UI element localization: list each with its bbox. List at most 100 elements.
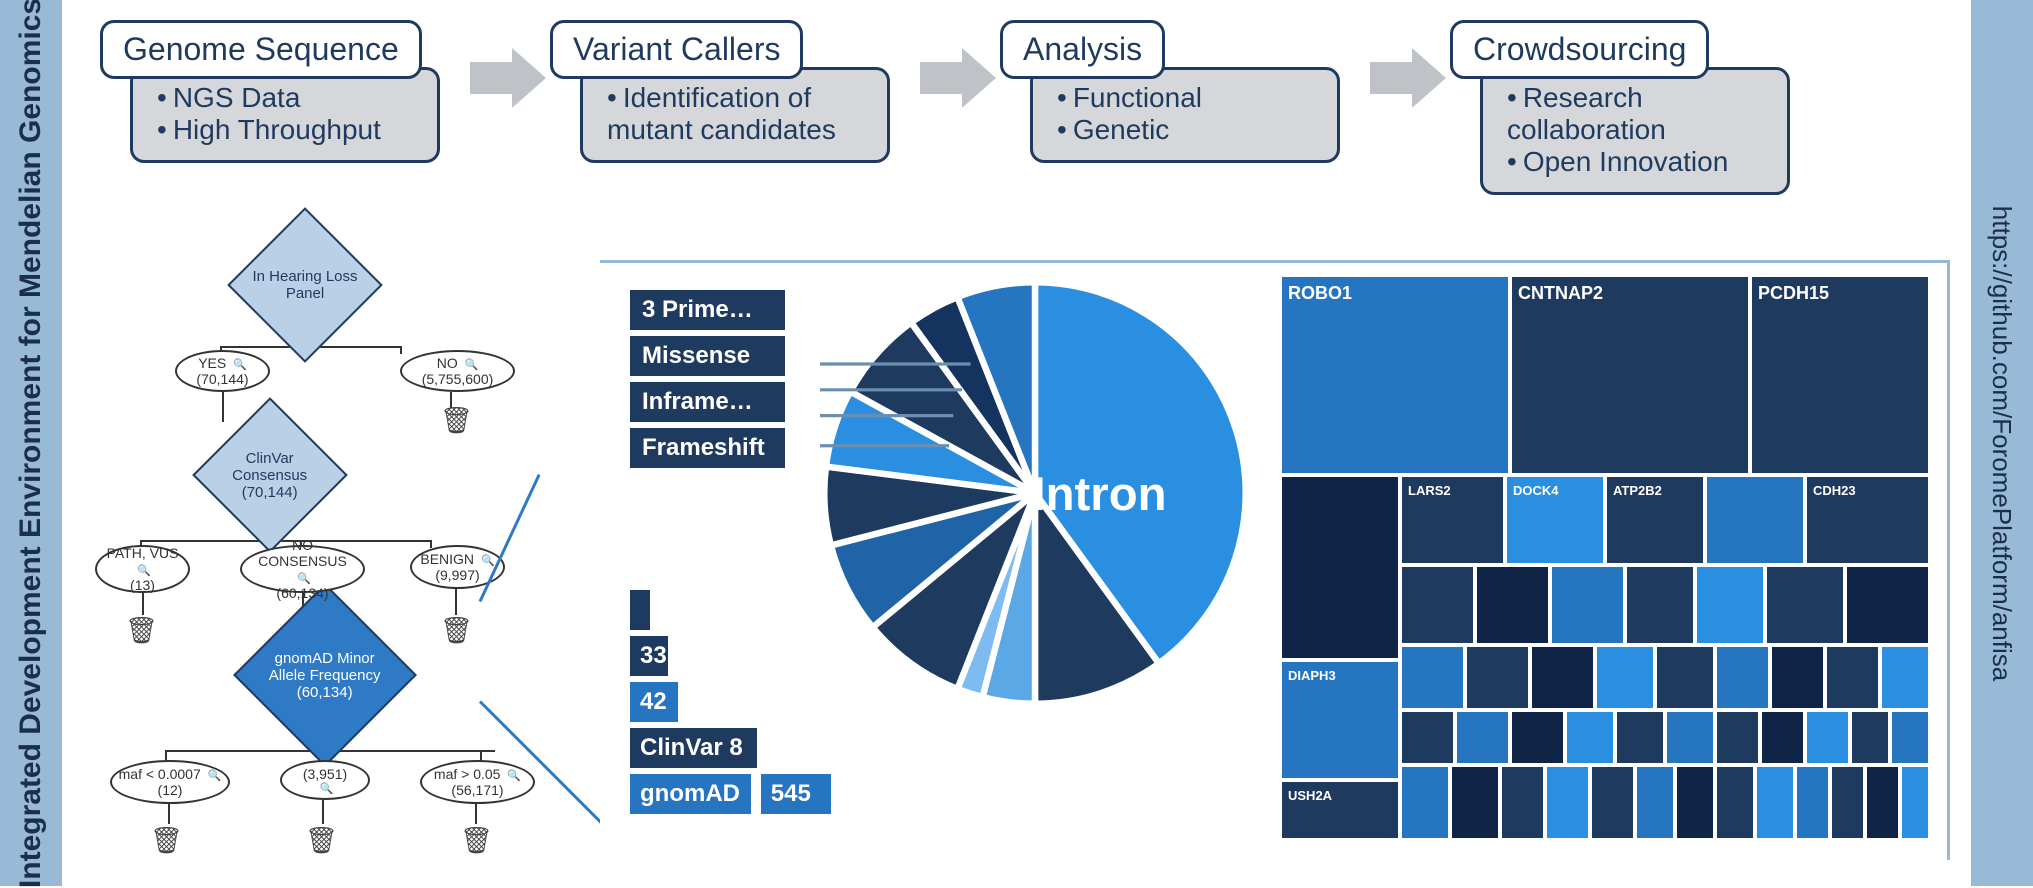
trash-icon: 🗑 <box>460 825 493 856</box>
treemap-cell <box>1805 710 1850 765</box>
treemap-cell <box>1850 710 1890 765</box>
process-arrow-icon <box>470 48 550 108</box>
pie-center-label: Intron <box>1033 468 1167 521</box>
treemap-cell <box>1590 765 1635 840</box>
flowchart-edge <box>455 589 457 615</box>
treemap-cell <box>1675 765 1715 840</box>
process-item: Functional <box>1057 82 1317 114</box>
treemap-cell <box>1400 565 1475 645</box>
process-block-3: CrowdsourcingResearch collaborationOpen … <box>1450 20 1820 195</box>
flowchart-edge <box>142 593 144 615</box>
flowchart-edge <box>168 804 170 824</box>
treemap-cell <box>1595 645 1655 710</box>
treemap-cell: LARS2 <box>1400 475 1505 565</box>
flowchart-node: maf > 0.05 🔍(56,171) <box>420 760 535 804</box>
process-sub: NGS DataHigh Throughput <box>130 67 440 163</box>
treemap-cell <box>1765 565 1845 645</box>
flowchart-edge <box>475 804 477 824</box>
sidebar-right: https://github.com/ForomePlatform/anfisa <box>1971 0 2033 886</box>
treemap-cell <box>1830 765 1865 840</box>
treemap-cell: CDH23 <box>1805 475 1930 565</box>
treemap-cell <box>1695 565 1765 645</box>
process-item: Research collaboration <box>1507 82 1767 146</box>
flowchart-diamond: gnomAD Minor Allele Frequency (60,134) <box>233 583 417 767</box>
treemap-cell <box>1280 475 1400 660</box>
process-item: NGS Data <box>157 82 417 114</box>
treemap-cell: ATP2B2 <box>1605 475 1705 565</box>
treemap-cell <box>1705 475 1805 565</box>
pie-chart: Intron <box>820 278 1250 708</box>
treemap-cell <box>1450 765 1500 840</box>
treemap-cell <box>1890 710 1930 765</box>
process-item: Open Innovation <box>1507 146 1767 178</box>
flowchart-node: maf < 0.0007 🔍(12) <box>110 760 230 804</box>
treemap-cell: ROBO1 <box>1280 275 1510 475</box>
flowchart-edge <box>322 800 324 824</box>
treemap-cell <box>1715 645 1770 710</box>
treemap-cell <box>1465 645 1530 710</box>
flowchart-node: YES 🔍(70,144) <box>175 350 270 392</box>
trash-icon: 🗑 <box>305 825 338 856</box>
treemap-cell <box>1770 645 1825 710</box>
treemap-cell <box>1400 765 1450 840</box>
treemap-cell <box>1455 710 1510 765</box>
flowchart-node: PATH, VUS 🔍(13) <box>95 545 190 593</box>
treemap-cell <box>1565 710 1615 765</box>
treemap-cell <box>1500 765 1545 840</box>
process-item: Genetic <box>1057 114 1317 146</box>
process-sub: Identification of mutant candidates <box>580 67 890 163</box>
trash-icon: 🗑 <box>440 615 473 646</box>
treemap-cell: DOCK4 <box>1505 475 1605 565</box>
pie-legend-item: 3 Prime… <box>630 290 785 330</box>
process-item: High Throughput <box>157 114 417 146</box>
flowchart: In Hearing Loss PanelClinVar Consensus (… <box>90 220 570 860</box>
treemap-cell <box>1865 765 1900 840</box>
treemap-cell <box>1825 645 1880 710</box>
treemap-cell <box>1530 645 1595 710</box>
flowchart-node: BENIGN 🔍(9,997) <box>410 545 505 589</box>
process-sub: FunctionalGenetic <box>1030 67 1340 163</box>
flowchart-edge <box>400 346 402 354</box>
process-block-2: AnalysisFunctionalGenetic <box>1000 20 1370 163</box>
flowchart-edge <box>222 392 224 422</box>
pie-legend: 3 Prime… Missense Inframe… Frameshift <box>630 290 785 468</box>
treemap-cell <box>1795 765 1830 840</box>
treemap-cell <box>1755 765 1795 840</box>
flowchart-node: (3,951)🔍 <box>280 760 370 800</box>
process-title: Analysis <box>1000 20 1165 79</box>
process-row: Genome SequenceNGS DataHigh Throughput Va… <box>100 20 1953 200</box>
process-block-1: Variant CallersIdentification of mutant … <box>550 20 920 163</box>
bar-extra: 545 <box>761 774 831 814</box>
process-title: Genome Sequence <box>100 20 422 79</box>
bar: gnomAD <box>630 774 751 814</box>
process-arrow-icon <box>1370 48 1450 108</box>
treemap-cell <box>1900 765 1930 840</box>
bar: ClinVar 8 <box>630 728 757 768</box>
flowchart-edge <box>430 540 432 548</box>
pie-legend-item: Frameshift <box>630 428 785 468</box>
pie-legend-item: Inframe… <box>630 382 785 422</box>
process-sub: Research collaborationOpen Innovation <box>1480 67 1790 195</box>
treemap-cell <box>1715 765 1755 840</box>
treemap-cell <box>1475 565 1550 645</box>
sidebar-left: Integrated Development Environment for M… <box>0 0 62 886</box>
bar: 42 <box>630 682 678 722</box>
treemap-cell: CNTNAP2 <box>1510 275 1750 475</box>
treemap-cell <box>1880 645 1930 710</box>
trash-icon: 🗑 <box>150 825 183 856</box>
treemap-cell: PCDH15 <box>1750 275 1930 475</box>
treemap-cell <box>1510 710 1565 765</box>
treemap-cell: DIAPH3 <box>1280 660 1400 780</box>
treemap-cell <box>1655 645 1715 710</box>
flowchart-node: NO CONSENSUS 🔍(60,134) <box>240 545 365 593</box>
treemap-cell <box>1545 765 1590 840</box>
bar <box>630 590 650 630</box>
process-block-0: Genome SequenceNGS DataHigh Throughput <box>100 20 470 163</box>
treemap-cell <box>1400 710 1455 765</box>
flowchart-diamond: ClinVar Consensus (70,144) <box>192 397 348 553</box>
treemap: ROBO1CNTNAP2PCDH15 LARS2DOCK4ATP2B2 CDH23 D… <box>1280 275 1930 840</box>
process-item: Identification of mutant candidates <box>607 82 867 146</box>
pie-legend-item: Missense <box>630 336 785 376</box>
treemap-cell: USH2A <box>1280 780 1400 840</box>
treemap-cell <box>1615 710 1665 765</box>
